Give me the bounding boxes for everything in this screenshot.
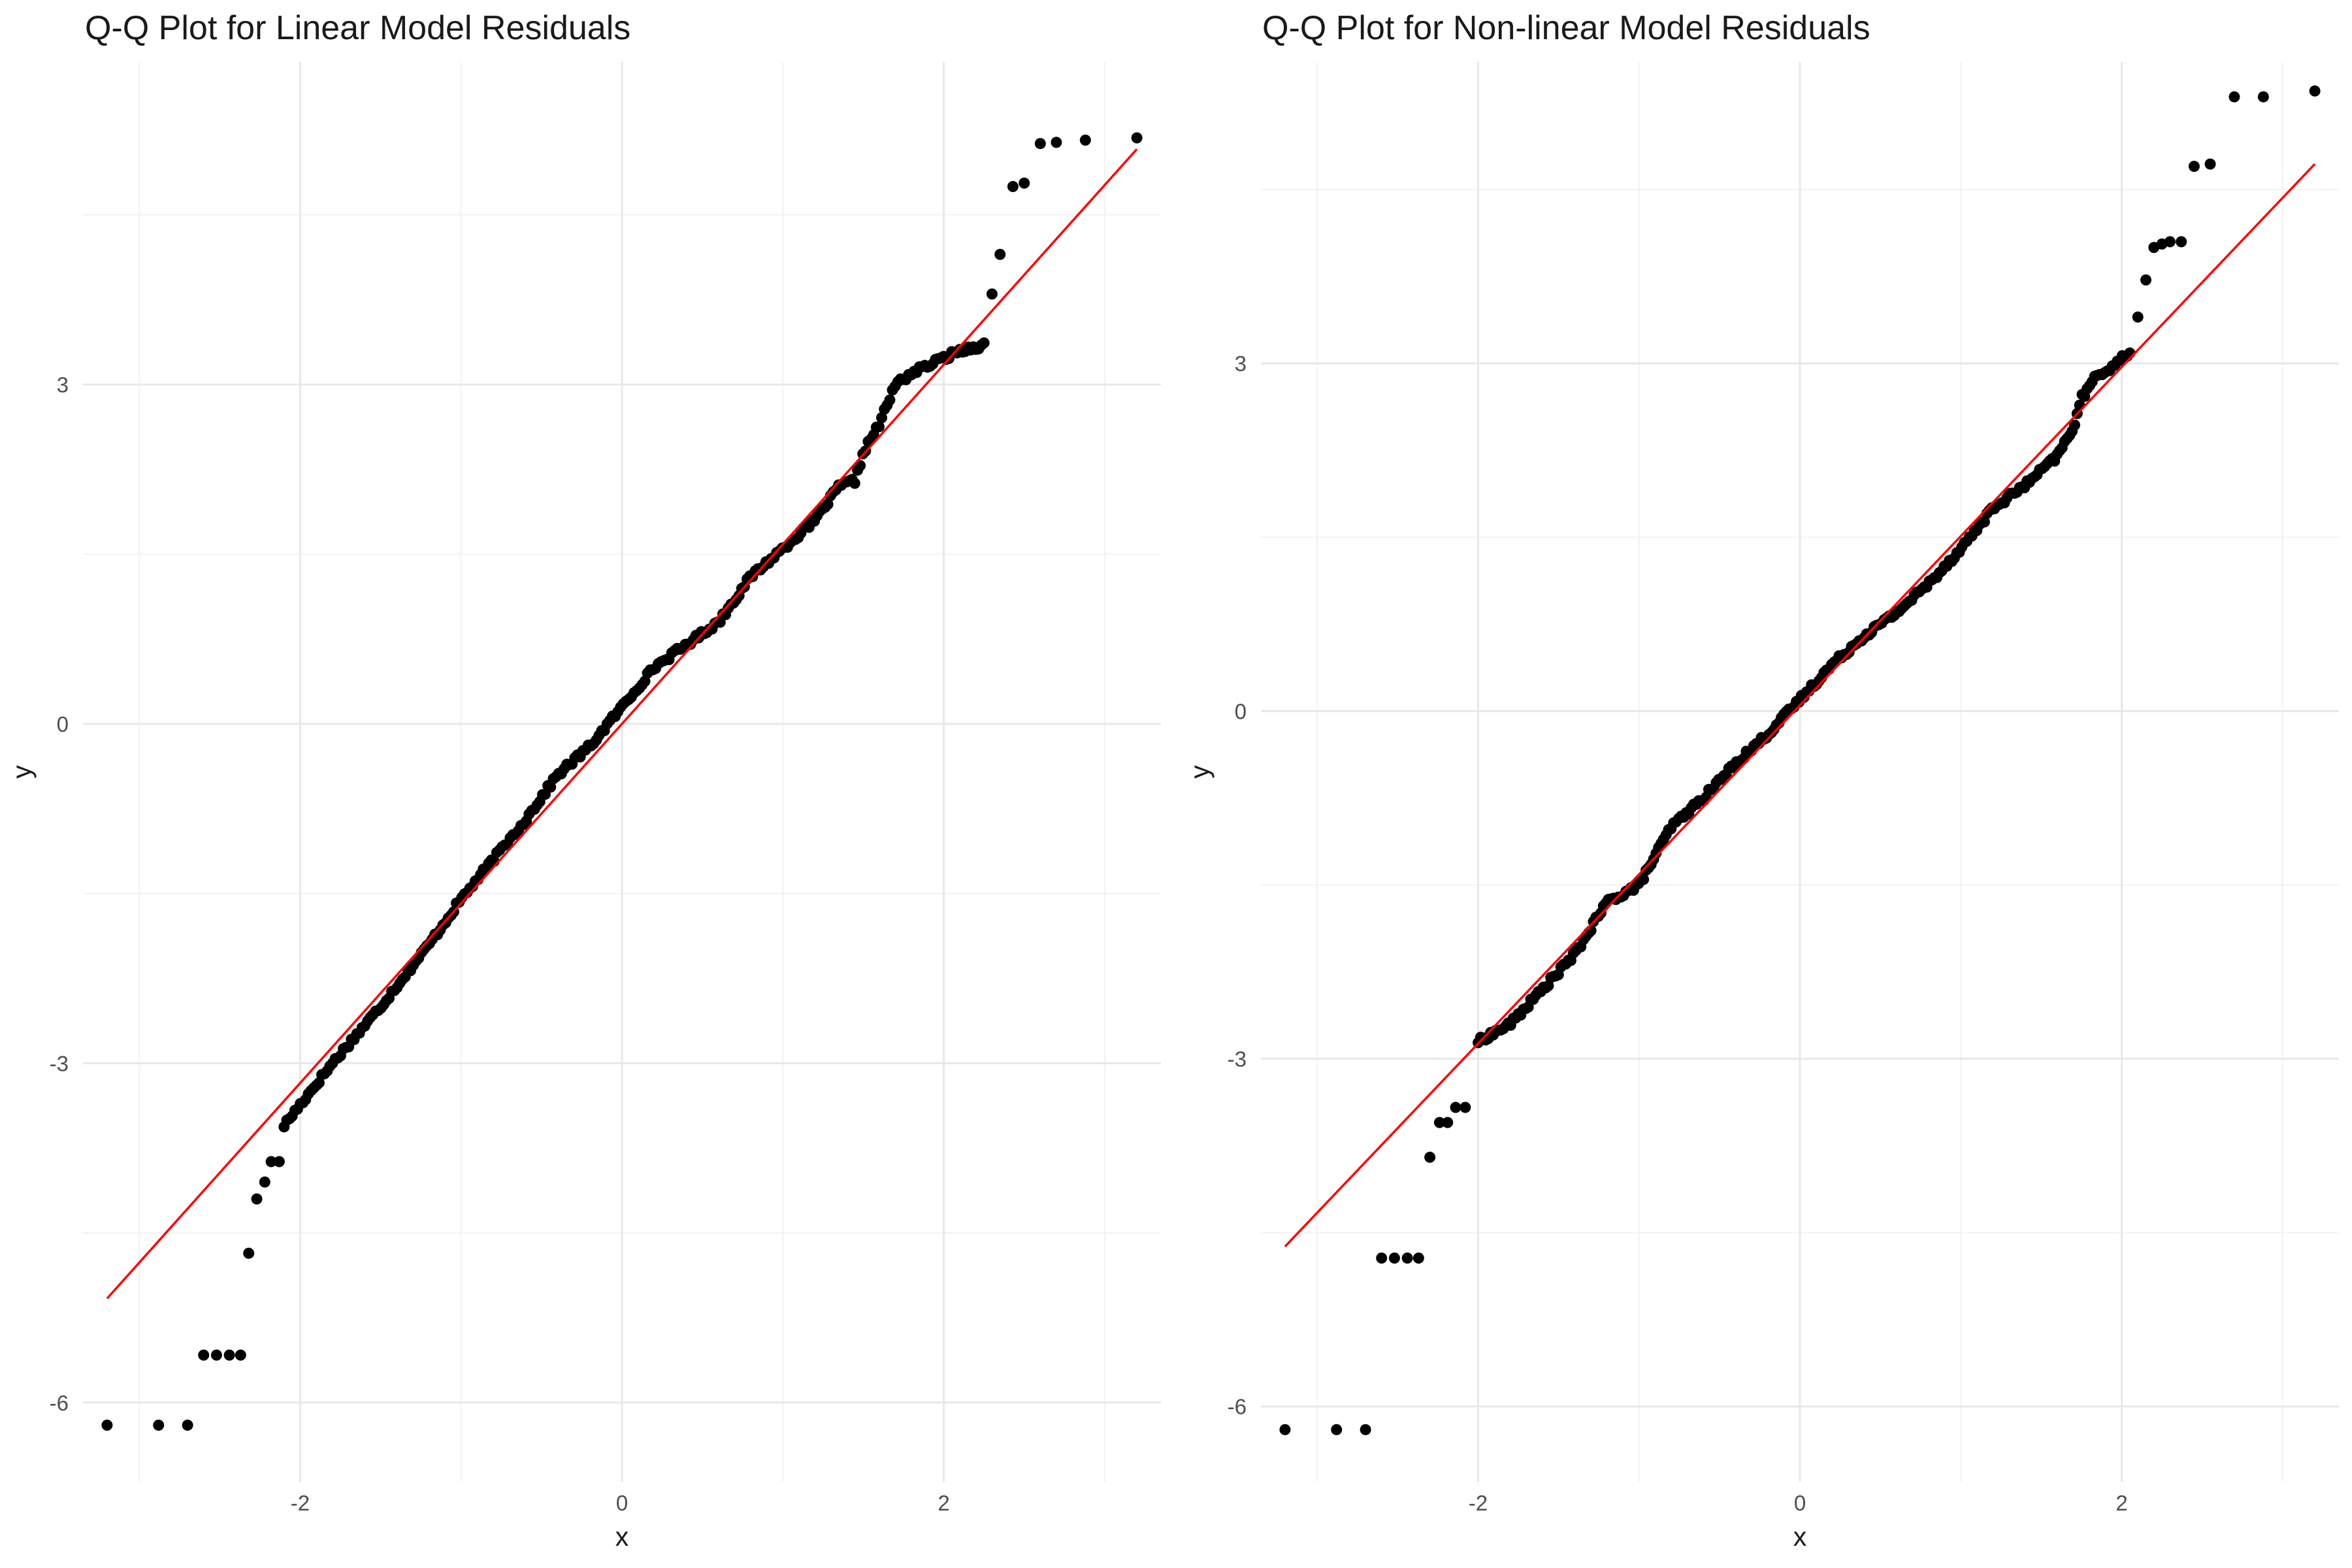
data-point xyxy=(1433,1117,1445,1128)
data-point xyxy=(2309,85,2321,97)
data-point xyxy=(1413,1252,1424,1264)
reference-line-group xyxy=(106,148,1138,1299)
data-point xyxy=(273,1156,285,1168)
data-point xyxy=(1051,137,1062,148)
data-point xyxy=(822,498,834,510)
data-point xyxy=(259,1176,270,1188)
data-point xyxy=(873,421,885,433)
data-point xyxy=(1450,1102,1462,1113)
data-point xyxy=(1442,1117,1454,1128)
data-point xyxy=(986,288,998,300)
panel-title: Q-Q Plot for Linear Model Residuals xyxy=(85,9,630,47)
x-axis-label: x xyxy=(615,1522,629,1552)
gridlines xyxy=(83,62,1161,1482)
data-point xyxy=(243,1247,255,1259)
y-tick-label: 3 xyxy=(57,372,69,397)
nonlinear-model-qq-panel: Q-Q Plot for Non-linear Model Residuals … xyxy=(1184,9,2339,1552)
data-point xyxy=(210,1349,222,1361)
data-point xyxy=(153,1419,165,1431)
data-point xyxy=(1424,1151,1436,1163)
gridlines xyxy=(1261,62,2339,1482)
data-point xyxy=(2204,158,2216,170)
data-point xyxy=(1034,138,1046,150)
x-tick-label: 0 xyxy=(616,1491,628,1515)
y-tick-label: -6 xyxy=(50,1391,69,1415)
data-point xyxy=(2188,161,2200,172)
data-point xyxy=(2140,274,2151,286)
y-axis-label: y xyxy=(1184,765,1215,779)
data-point xyxy=(101,1419,113,1431)
data-point xyxy=(182,1419,193,1431)
y-tick-label: -3 xyxy=(1228,1047,1247,1071)
data-point xyxy=(1279,1424,1291,1435)
data-point xyxy=(1360,1424,1371,1435)
linear-model-qq-panel: Q-Q Plot for Linear Model Residuals x y … xyxy=(7,9,1161,1552)
data-point xyxy=(1079,135,1091,146)
x-axis-label: x xyxy=(1793,1522,1807,1552)
data-point xyxy=(2176,236,2187,248)
data-point xyxy=(2164,236,2176,248)
data-point xyxy=(1376,1252,1388,1264)
y-tick-label: 0 xyxy=(57,712,69,736)
tick-labels: -2 0 2 -6 -3 0 3 xyxy=(50,372,950,1515)
data-point xyxy=(1638,874,1650,885)
data-point xyxy=(1978,516,1990,528)
data-point xyxy=(1401,1252,1413,1264)
y-tick-label: 0 xyxy=(1235,699,1247,723)
data-point xyxy=(251,1193,263,1205)
data-points xyxy=(101,132,1143,1431)
qq-reference-line xyxy=(1284,163,2316,1248)
data-point xyxy=(1007,181,1019,192)
x-tick-label: -2 xyxy=(291,1491,310,1515)
x-tick-label: 2 xyxy=(938,1491,949,1515)
reference-line-group xyxy=(1284,163,2316,1248)
qq-reference-line xyxy=(106,148,1138,1299)
data-point xyxy=(1019,177,1030,189)
data-point xyxy=(1131,132,1143,144)
data-point xyxy=(235,1349,246,1361)
y-tick-label: -3 xyxy=(50,1051,69,1075)
data-point xyxy=(223,1349,235,1361)
data-point xyxy=(978,337,990,349)
y-axis-label: y xyxy=(7,765,37,779)
data-point xyxy=(198,1349,210,1361)
x-tick-label: 2 xyxy=(2115,1491,2127,1515)
data-point xyxy=(1460,1102,1471,1113)
data-point xyxy=(2257,91,2269,103)
panel-title: Q-Q Plot for Non-linear Model Residuals xyxy=(1262,9,1870,47)
data-point xyxy=(994,248,1006,260)
y-tick-label: 3 xyxy=(1235,351,1247,376)
data-point xyxy=(2069,419,2080,431)
y-tick-label: -6 xyxy=(1228,1395,1247,1419)
data-point xyxy=(855,460,866,472)
data-point xyxy=(2229,91,2240,103)
x-tick-label: 0 xyxy=(1794,1491,1806,1515)
data-point xyxy=(876,412,887,423)
tick-labels: -2 0 2 -6 -3 0 3 xyxy=(1228,351,2128,1515)
data-point xyxy=(265,1156,277,1168)
data-point xyxy=(849,478,860,489)
data-point xyxy=(1388,1252,1400,1264)
data-point xyxy=(1331,1424,1343,1435)
data-point xyxy=(2132,311,2144,323)
data-point xyxy=(884,394,896,406)
x-tick-label: -2 xyxy=(1469,1491,1488,1515)
